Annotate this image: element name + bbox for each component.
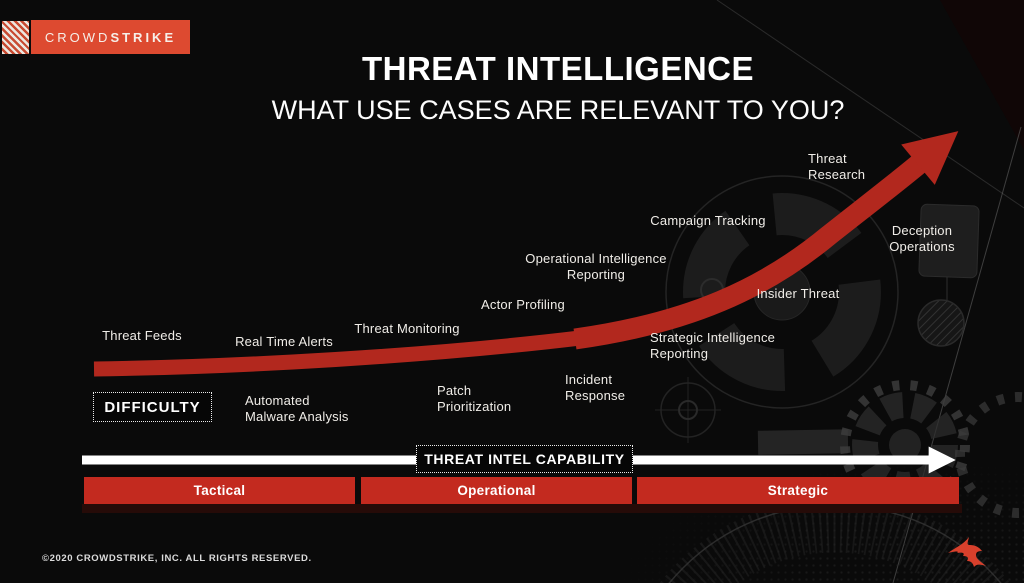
- use-case-threat-research: Threat Research: [808, 151, 866, 182]
- use-case-automated-malware-analysis: Automated Malware Analysis: [245, 393, 349, 424]
- use-case-incident-response: Incident Response: [565, 372, 626, 403]
- tier-tactical: Tactical: [84, 477, 355, 504]
- crowdstrike-logo-mark: [2, 21, 29, 54]
- title-block: THREAT INTELLIGENCE WHAT USE CASES ARE R…: [92, 52, 1024, 124]
- falcon-logo-icon: [948, 537, 986, 567]
- copyright-text: ©2020 CROWDSTRIKE, INC. ALL RIGHTS RESER…: [42, 553, 312, 564]
- difficulty-axis-label: DIFFICULTY: [93, 392, 212, 422]
- tier-strategic: Strategic: [637, 477, 959, 504]
- use-case-actor-profiling: Actor Profiling: [481, 297, 565, 312]
- wordmark-text: CROWDSTRIKE: [44, 29, 177, 45]
- crowdstrike-wordmark: CROWDSTRIKE: [31, 20, 190, 54]
- use-case-campaign-tracking: Campaign Tracking: [650, 213, 766, 228]
- tier-bar-shadow: [82, 504, 962, 513]
- use-case-threat-feeds: Threat Feeds: [102, 328, 182, 343]
- use-case-real-time-alerts: Real Time Alerts: [235, 334, 333, 349]
- use-case-threat-monitoring: Threat Monitoring: [354, 321, 460, 336]
- use-case-patch-prioritization: Patch Prioritization: [437, 383, 512, 414]
- page-subtitle: WHAT USE CASES ARE RELEVANT TO YOU?: [271, 95, 845, 125]
- use-case-insider-threat: Insider Threat: [756, 286, 840, 301]
- use-case-operational-intelligence-reporting: Operational Intelligence Reporting: [525, 251, 667, 282]
- capability-axis-label: THREAT INTEL CAPABILITY: [416, 445, 633, 473]
- use-case-strategic-intelligence-reporting: Strategic Intelligence Reporting: [650, 330, 776, 361]
- page-title: THREAT INTELLIGENCE: [361, 50, 755, 87]
- tier-operational: Operational: [361, 477, 632, 504]
- use-case-deception-operations: Deception Operations: [889, 223, 955, 254]
